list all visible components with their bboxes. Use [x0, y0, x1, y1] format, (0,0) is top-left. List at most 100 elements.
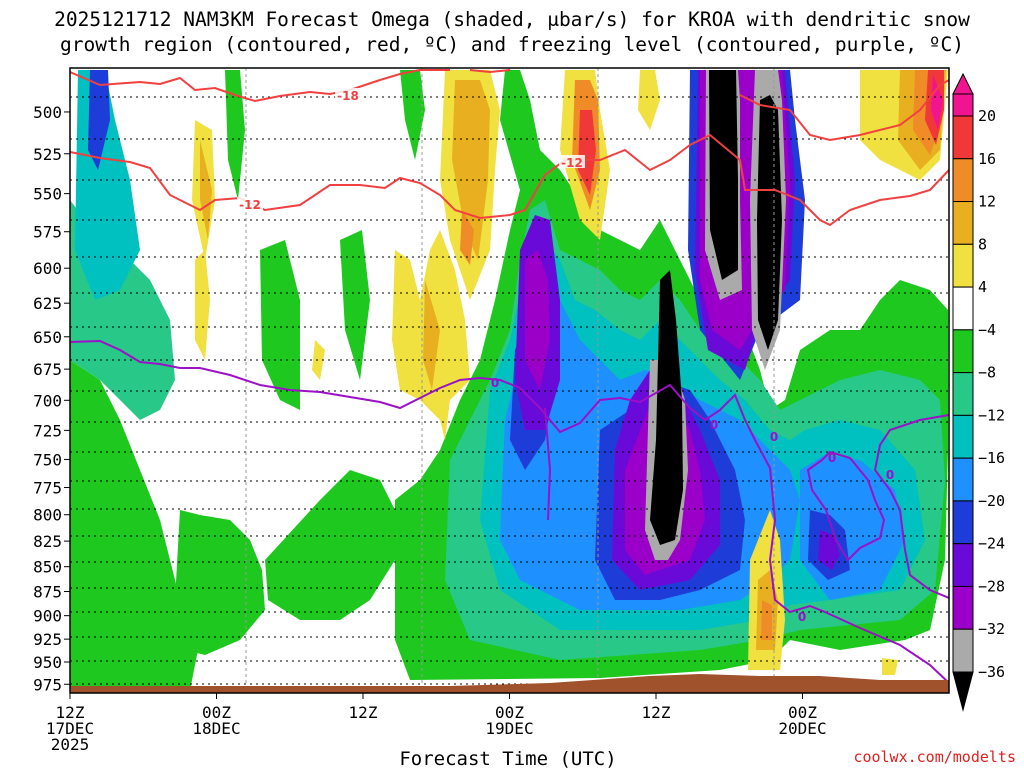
x-tick-label: 12Z: [56, 703, 85, 722]
y-tick-label: 950: [33, 653, 62, 672]
colorbar-box: [952, 500, 974, 545]
omega-region-m8_m4: [265, 470, 400, 620]
omega-region-m32_m28: [525, 250, 550, 390]
x-tick-label: 12Z: [642, 703, 671, 722]
credit-link[interactable]: coolwx.com/modelts: [853, 748, 1016, 766]
colorbar-box: [952, 243, 974, 288]
omega-region-gt_p20: [931, 75, 943, 130]
y-tick-label: 500: [33, 103, 62, 122]
title-line-2: growth region (contoured, red, ºC) and f…: [60, 33, 964, 56]
omega-shading: [70, 70, 948, 690]
omega-region-p4_p8: [882, 658, 898, 675]
dgz-contour-label: -12: [239, 198, 261, 212]
omega-region-m8_m4: [400, 70, 425, 160]
dgz-contour-line: [70, 69, 450, 103]
y-tick-label: 750: [33, 450, 62, 469]
freezing-contour-label: 0: [770, 430, 778, 444]
contour-label-bg: [335, 88, 361, 101]
x-tick-label: 00Z: [495, 703, 524, 722]
x-tick-label: 20DEC: [778, 719, 826, 738]
dgz-contour-line: [469, 69, 511, 74]
omega-region-m28_m24: [818, 530, 840, 570]
x-tick-label: 00Z: [788, 703, 817, 722]
y-tick-label: 975: [33, 675, 62, 694]
y-tick-label: 700: [33, 391, 62, 410]
y-tick-label: 725: [33, 421, 62, 440]
colorbar-box: [952, 457, 974, 502]
colorbar-box: [952, 286, 974, 331]
plot-area: -18 -12 -12 0 0 0 0 0 0: [70, 68, 949, 693]
contour-labels: -18 -12 -12 0 0 0 0 0 0: [237, 88, 894, 624]
colorbar-box: [952, 93, 974, 117]
y-tick-label: 825: [33, 532, 62, 551]
terrain-surface: [70, 674, 949, 693]
y-tick-label: 800: [33, 506, 62, 525]
omega-region-p4_p8: [195, 250, 210, 360]
omega-region-p4_p8: [312, 340, 325, 380]
colorbar-label: 4: [978, 278, 987, 296]
omega-region-m24_m20: [88, 70, 110, 170]
omega-region-p12_p16: [761, 600, 772, 640]
omega-region-m8_m4: [260, 240, 300, 410]
x-axis-label: Forecast Time (UTC): [399, 748, 616, 768]
colorbar-label: 16: [978, 150, 996, 168]
colorbar-label: 8: [978, 235, 987, 253]
colorbar-box: [952, 372, 974, 416]
y-tick-label: 550: [33, 185, 62, 204]
y-tick-label: 925: [33, 630, 62, 649]
omega-region-m8_m4: [70, 360, 200, 690]
colorbar-box: [952, 201, 974, 245]
colorbar-top-triangle: [952, 72, 974, 95]
omega-region-p8_p12: [200, 140, 212, 240]
colorbar-box: [952, 585, 974, 630]
colorbar-bottom-triangle: [952, 671, 974, 712]
colorbar-label: −32: [978, 620, 1005, 638]
colorbar-label: −4: [978, 321, 996, 339]
omega-region-lt_m36: [650, 270, 683, 545]
colorbar-label: 12: [978, 193, 996, 211]
colorbar-label: −28: [978, 577, 1005, 595]
omega-region-p12_p16: [460, 210, 474, 265]
freezing-contour-line: [873, 414, 949, 599]
colorbar: 20 16 12 8 4 −4 −8 −12 −16 −20 −24 −28 −32 −36: [952, 72, 1005, 712]
dgz-contour-line: [70, 133, 949, 227]
omega-region-p16_p20: [578, 110, 596, 195]
dgz-contour-label: -12: [561, 156, 583, 170]
title-line-1: 2025121712 NAM3KM Forecast Omega (shaded…: [54, 8, 970, 31]
colorbar-label: −16: [978, 449, 1005, 467]
omega-region-lt_m36: [757, 95, 782, 350]
y-axis: 500 525 550 575 600 625 650 675 700 725 750 775 800 8…: [33, 103, 70, 694]
colorbar-label: −24: [978, 535, 1005, 553]
colorbar-label: −36: [978, 663, 1005, 681]
pressure-gridlines: [70, 96, 949, 685]
y-tick-label: 600: [33, 259, 62, 278]
colorbar-box: [952, 158, 974, 203]
y-tick-label: 900: [33, 607, 62, 626]
colorbar-box: [952, 628, 974, 673]
y-tick-label: 875: [33, 583, 62, 602]
colorbar-box: [952, 115, 974, 160]
omega-region-lt_m36: [709, 70, 738, 280]
colorbar-box: [952, 329, 974, 374]
omega-region-p4_p8: [638, 70, 660, 130]
x-tick-label: 00Z: [202, 703, 231, 722]
colorbar-box: [952, 414, 974, 459]
dendritic-growth-contours: [70, 69, 949, 227]
freezing-contour-label: 0: [828, 451, 836, 465]
x-tick-label: 12Z: [349, 703, 378, 722]
freezing-contour-label: 0: [491, 376, 499, 390]
omega-region-m8_m4: [225, 70, 245, 200]
omega-region-p8_p12: [452, 80, 490, 260]
freezing-contour-line: [544, 407, 552, 521]
dgz-contour-label: -18: [337, 89, 359, 103]
x-tick-label: 19DEC: [485, 719, 533, 738]
omega-region-m8_m4: [175, 510, 265, 655]
y-tick-label: 575: [33, 223, 62, 242]
y-tick-label: 650: [33, 328, 62, 347]
y-tick-label: 775: [33, 479, 62, 498]
y-tick-label: 625: [33, 294, 62, 313]
freezing-contour-line: [70, 339, 949, 684]
y-tick-label: 675: [33, 360, 62, 379]
